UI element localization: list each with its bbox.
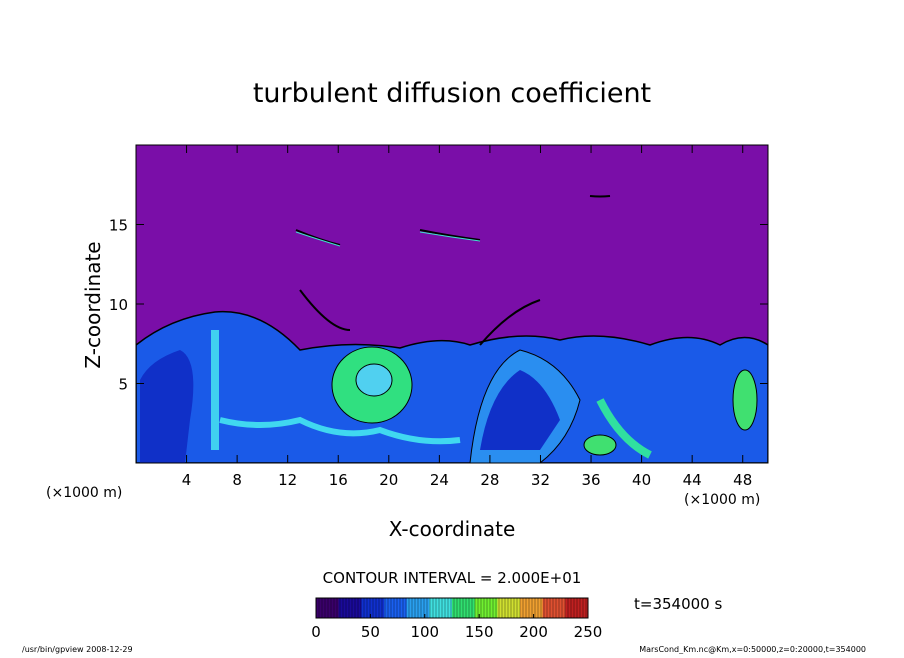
colorbar-tick-label: 250 bbox=[574, 623, 603, 641]
time-label: t=354000 s bbox=[634, 595, 722, 613]
colorbar-swatch bbox=[520, 598, 544, 618]
colorbar-swatch bbox=[565, 598, 589, 618]
x-unit: (×1000 m) bbox=[684, 492, 760, 508]
colorbar-swatch bbox=[406, 598, 430, 618]
colorbar-tick-label: 0 bbox=[311, 623, 321, 641]
x-tick-label: 28 bbox=[480, 471, 499, 489]
chart-title: turbulent diffusion coefficient bbox=[253, 78, 651, 109]
x-tick-label: 12 bbox=[278, 471, 297, 489]
y-unit: (×1000 m) bbox=[46, 485, 122, 501]
colorbar-swatch bbox=[474, 598, 498, 618]
x-axis-label: X-coordinate bbox=[389, 517, 516, 541]
y-tick-label: 15 bbox=[109, 217, 128, 235]
colorbar-swatch bbox=[497, 598, 521, 618]
colorbar-tick-label: 150 bbox=[465, 623, 494, 641]
colorbar-tick-label: 200 bbox=[519, 623, 548, 641]
colorbar-swatch bbox=[452, 598, 476, 618]
x-tick-label: 48 bbox=[733, 471, 752, 489]
x-tick-label: 36 bbox=[581, 471, 600, 489]
colorbar-swatch bbox=[338, 598, 362, 618]
colorbar-swatch bbox=[542, 598, 566, 618]
colorbar-frame bbox=[315, 597, 589, 619]
y-tick-label: 5 bbox=[118, 376, 128, 394]
contour-field bbox=[136, 145, 768, 463]
x-tick-label: 16 bbox=[329, 471, 348, 489]
footer-left: /usr/bin/gpview 2008-12-29 bbox=[22, 645, 133, 654]
colorbar-tick-label: 100 bbox=[410, 623, 439, 641]
colorbar-swatch bbox=[316, 598, 340, 618]
colorbar: 0 50 100 150 200 250 bbox=[311, 597, 603, 641]
x-tick-label: 40 bbox=[632, 471, 651, 489]
colorbar-swatch bbox=[361, 598, 385, 618]
colorbar-swatch bbox=[429, 598, 453, 618]
x-tick-label: 24 bbox=[430, 471, 449, 489]
x-tick-label: 44 bbox=[683, 471, 702, 489]
y-axis-label: Z-coordinate bbox=[81, 241, 105, 368]
contour-interval: CONTOUR INTERVAL = 2.000E+01 bbox=[323, 569, 582, 587]
x-tick-label: 4 bbox=[182, 471, 192, 489]
y-tick-label: 10 bbox=[109, 296, 128, 314]
x-tick-label: 32 bbox=[531, 471, 550, 489]
x-tick-label: 20 bbox=[379, 471, 398, 489]
colorbar-tick-label: 50 bbox=[361, 623, 380, 641]
colorbar-swatch bbox=[384, 598, 408, 618]
x-tick-label: 8 bbox=[232, 471, 242, 489]
footer-right: MarsCond_Km.nc@Km,x=0:50000,z=0:20000,t=… bbox=[639, 645, 866, 654]
